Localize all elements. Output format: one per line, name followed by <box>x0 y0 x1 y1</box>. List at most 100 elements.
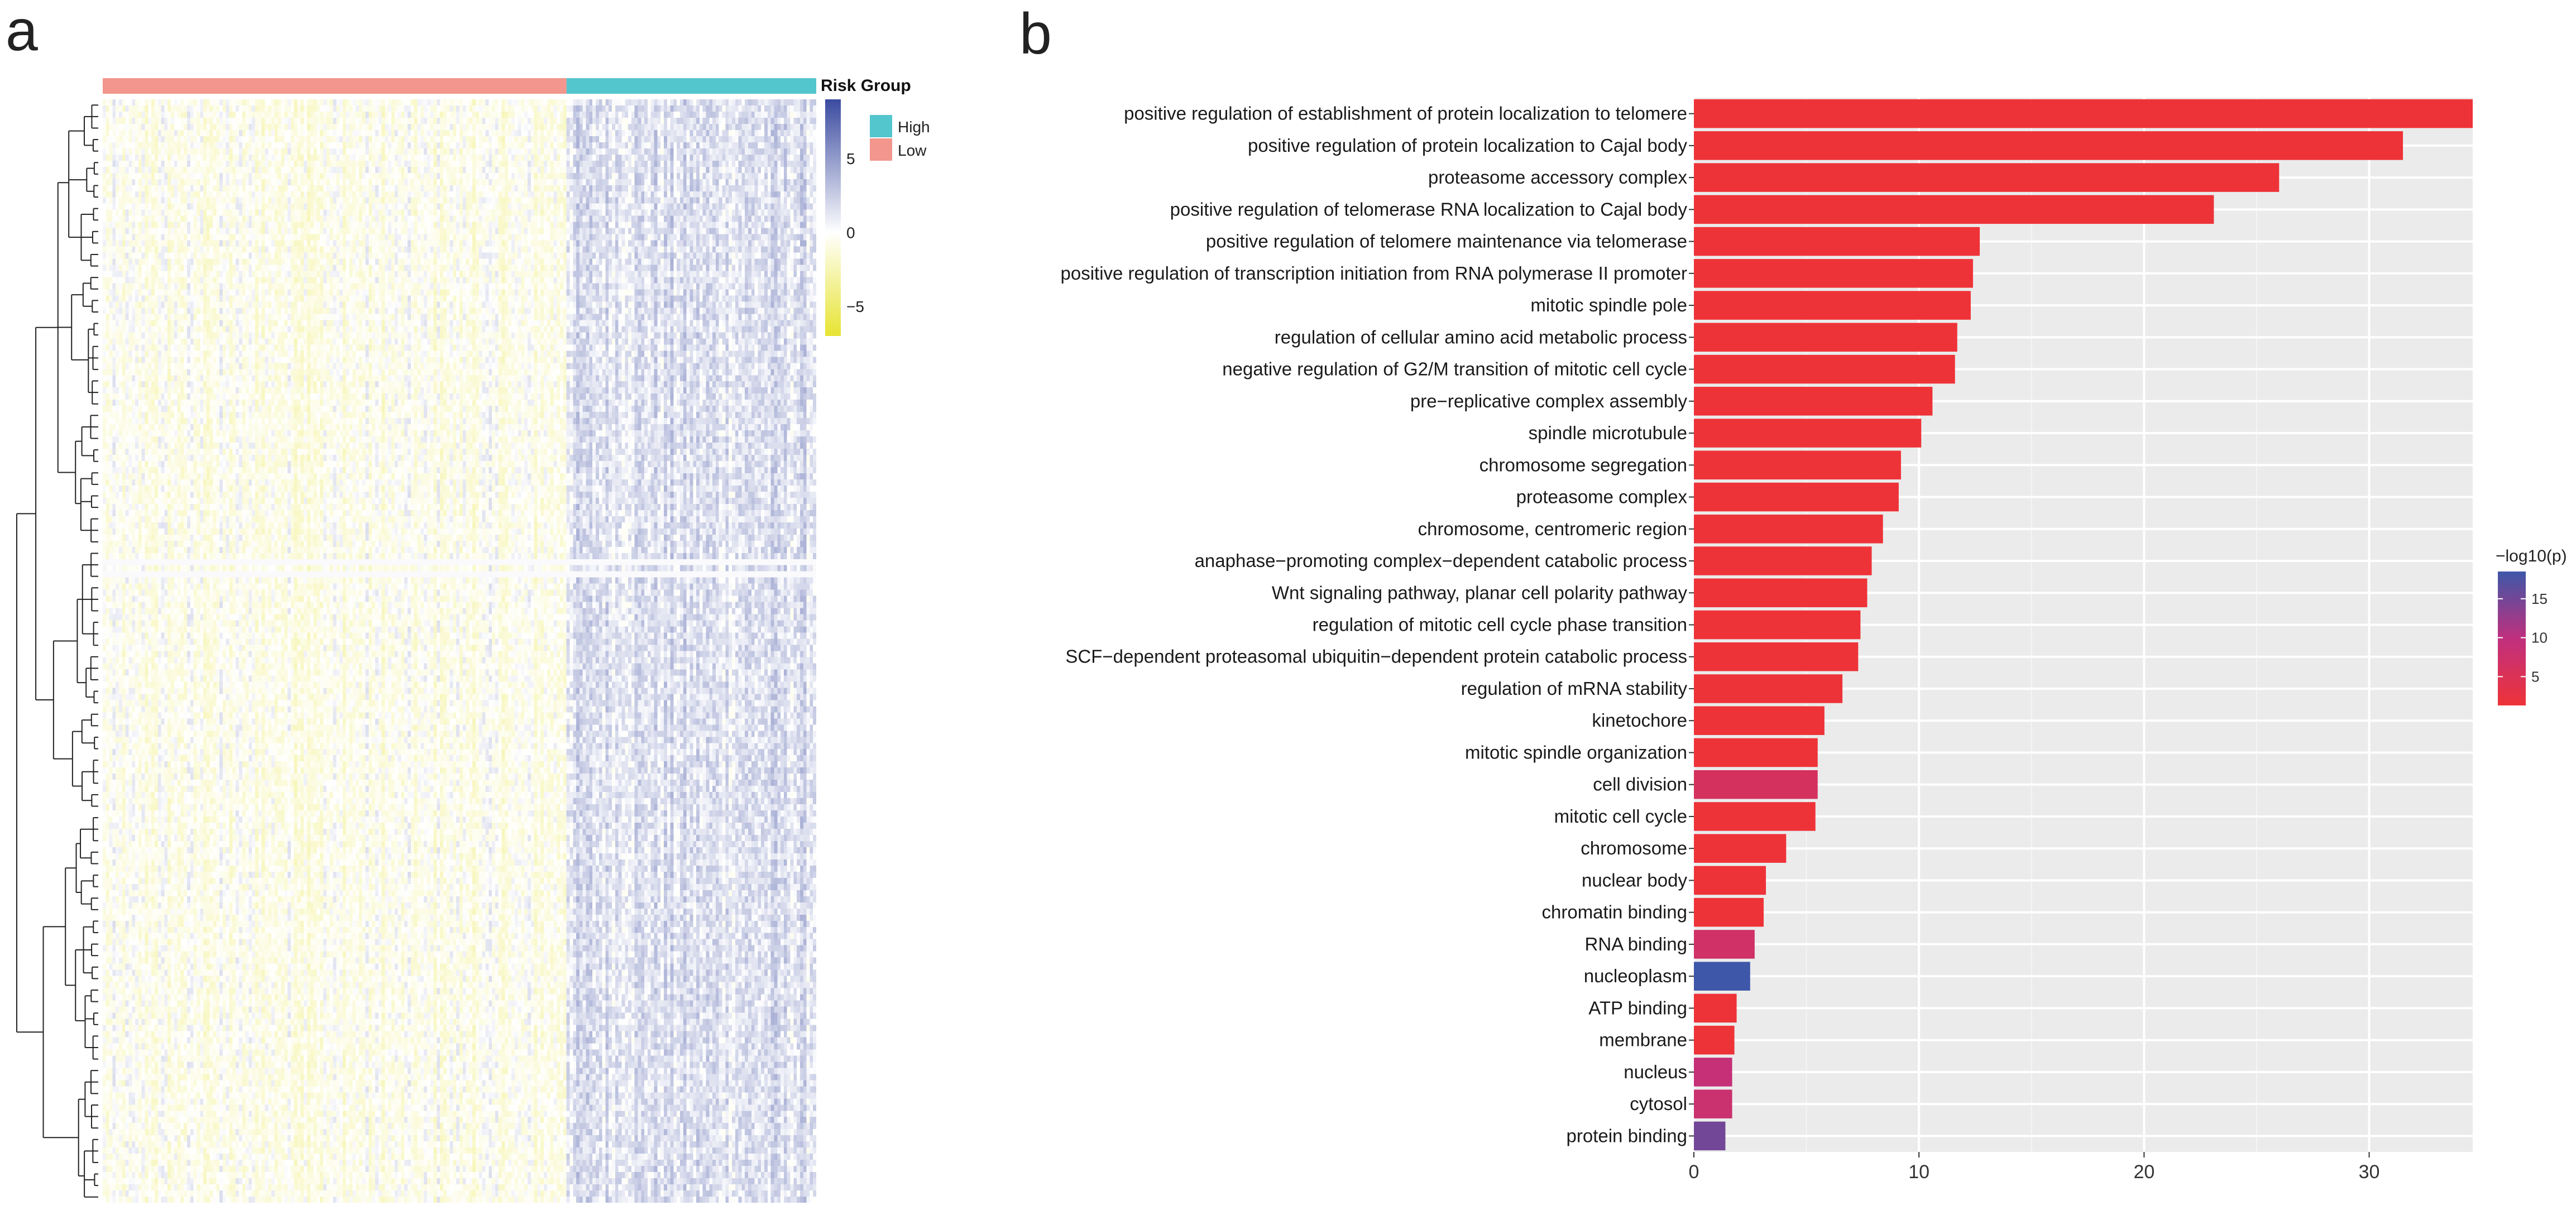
bar <box>1694 1025 1735 1055</box>
category-label: pre−replicative complex assembly <box>1410 391 1688 411</box>
x-tick-label: 0 <box>1689 1161 1699 1183</box>
category-label: spindle microtubule <box>1529 422 1687 443</box>
pvalue-legend-ticks: 15 10 5 <box>2498 590 2548 685</box>
bar <box>1694 610 1861 640</box>
bar <box>1694 1121 1726 1151</box>
bar <box>1694 482 1899 512</box>
category-label: nucleoplasm <box>1584 966 1687 986</box>
annotation-low-segment <box>103 78 567 94</box>
bar <box>1694 163 2280 192</box>
category-label: RNA binding <box>1585 934 1687 954</box>
heatmap-color-scale <box>825 99 841 336</box>
category-label: Wnt signaling pathway, planar cell polar… <box>1272 582 1688 603</box>
bar <box>1694 450 1901 480</box>
legend-tick-label: 10 <box>2531 630 2548 646</box>
category-label: positive regulation of protein localizat… <box>1248 135 1687 156</box>
x-axis: 0 10 20 30 <box>1689 1152 2380 1183</box>
panel-a-letter: a <box>6 0 38 63</box>
risk-group-legend-title: Risk Group <box>821 76 911 95</box>
bar <box>1694 930 1755 959</box>
bar <box>1694 897 1764 927</box>
category-label: mitotic cell cycle <box>1554 806 1687 827</box>
bar <box>1694 515 1883 544</box>
bar <box>1694 962 1750 991</box>
category-label: positive regulation of transcription ini… <box>1061 263 1688 284</box>
category-labels: positive regulation of establishment of … <box>1061 103 1694 1146</box>
category-label: cytosol <box>1630 1093 1687 1114</box>
bar <box>1694 770 1818 799</box>
category-label: membrane <box>1599 1030 1687 1050</box>
bar <box>1694 578 1868 608</box>
bar <box>1694 354 1955 384</box>
panel-b-bar-chart: positive regulation of establishment of … <box>1061 98 2567 1183</box>
risk-group-legend: Risk Group High Low <box>821 76 930 161</box>
bar <box>1694 1089 1732 1118</box>
heatmap-image <box>103 99 816 1203</box>
legend-low-label: Low <box>898 142 927 159</box>
category-label: mitotic spindle pole <box>1530 295 1687 315</box>
legend-tick-label: 5 <box>2531 668 2539 685</box>
category-label: proteasome complex <box>1516 487 1688 507</box>
bar <box>1694 195 2214 224</box>
legend-low-swatch <box>870 138 892 161</box>
category-label: mitotic spindle organization <box>1465 742 1687 762</box>
bar <box>1694 259 1973 288</box>
category-label: regulation of cellular amino acid metabo… <box>1275 326 1687 347</box>
panel-b-letter: b <box>1019 2 1052 66</box>
category-label: chromosome, centromeric region <box>1418 518 1687 539</box>
bar <box>1694 323 1957 352</box>
category-label: anaphase−promoting complex−dependent cat… <box>1195 550 1687 571</box>
category-label: SCF−dependent proteasomal ubiquitin−depe… <box>1065 646 1687 667</box>
x-tick-label: 30 <box>2359 1161 2380 1183</box>
category-label: positive regulation of telomerase RNA lo… <box>1170 199 1688 219</box>
bar <box>1694 131 2403 160</box>
bar <box>1694 546 1872 575</box>
category-label: proteasome accessory complex <box>1428 167 1688 188</box>
heatmap-colorbar-ticks: 5 0 −5 <box>846 150 864 315</box>
bar <box>1694 866 1766 895</box>
bar <box>1694 642 1859 671</box>
category-label: chromosome segregation <box>1479 454 1687 475</box>
category-label: positive regulation of establishment of … <box>1124 103 1687 124</box>
bar <box>1694 706 1825 735</box>
grid-lines <box>1693 98 2473 1152</box>
bar <box>1694 674 1843 703</box>
annotation-high-segment <box>566 78 816 94</box>
bar <box>1694 834 1787 863</box>
legend-high-label: High <box>898 118 930 136</box>
heatmap-colorbar-tick-label: 0 <box>846 224 855 242</box>
bar <box>1694 227 1980 256</box>
bar <box>1694 387 1933 416</box>
x-tick-label: 10 <box>1908 1161 1929 1183</box>
legend-tick-label: 15 <box>2531 590 2548 607</box>
x-tick-label: 20 <box>2133 1161 2154 1183</box>
category-label: nuclear body <box>1582 870 1687 890</box>
heatmap-colorbar <box>825 99 841 336</box>
row-dendrogram <box>16 104 98 1198</box>
category-label: regulation of mitotic cell cycle phase t… <box>1313 614 1687 635</box>
bar <box>1694 291 1971 320</box>
heatmap-cells <box>103 99 816 1203</box>
category-label: chromosome <box>1581 838 1687 858</box>
pvalue-legend-title: −log10(p) <box>2496 547 2567 565</box>
risk-group-annotation-bar <box>103 78 816 94</box>
category-label: chromatin binding <box>1542 902 1688 923</box>
bar <box>1694 738 1818 767</box>
bar <box>1694 802 1816 831</box>
pvalue-legend: −log10(p) 15 10 5 <box>2496 547 2567 705</box>
legend-high-swatch <box>870 115 892 137</box>
category-label: cell division <box>1593 774 1687 795</box>
category-label: regulation of mRNA stability <box>1461 678 1688 699</box>
category-label: negative regulation of G2/M transition o… <box>1222 359 1687 380</box>
panel-a-heatmap: 5 0 −5 Risk Group High Low <box>16 76 930 1203</box>
bar <box>1694 419 1922 448</box>
bars <box>1694 99 2473 1151</box>
bar <box>1694 993 1737 1023</box>
pvalue-colorbar <box>2498 572 2526 705</box>
category-label: nucleus <box>1624 1062 1687 1082</box>
category-label: ATP binding <box>1588 997 1687 1018</box>
category-label: kinetochore <box>1592 710 1687 731</box>
category-label: positive regulation of telomere maintena… <box>1206 231 1687 252</box>
heatmap-colorbar-tick-label: 5 <box>846 150 855 167</box>
